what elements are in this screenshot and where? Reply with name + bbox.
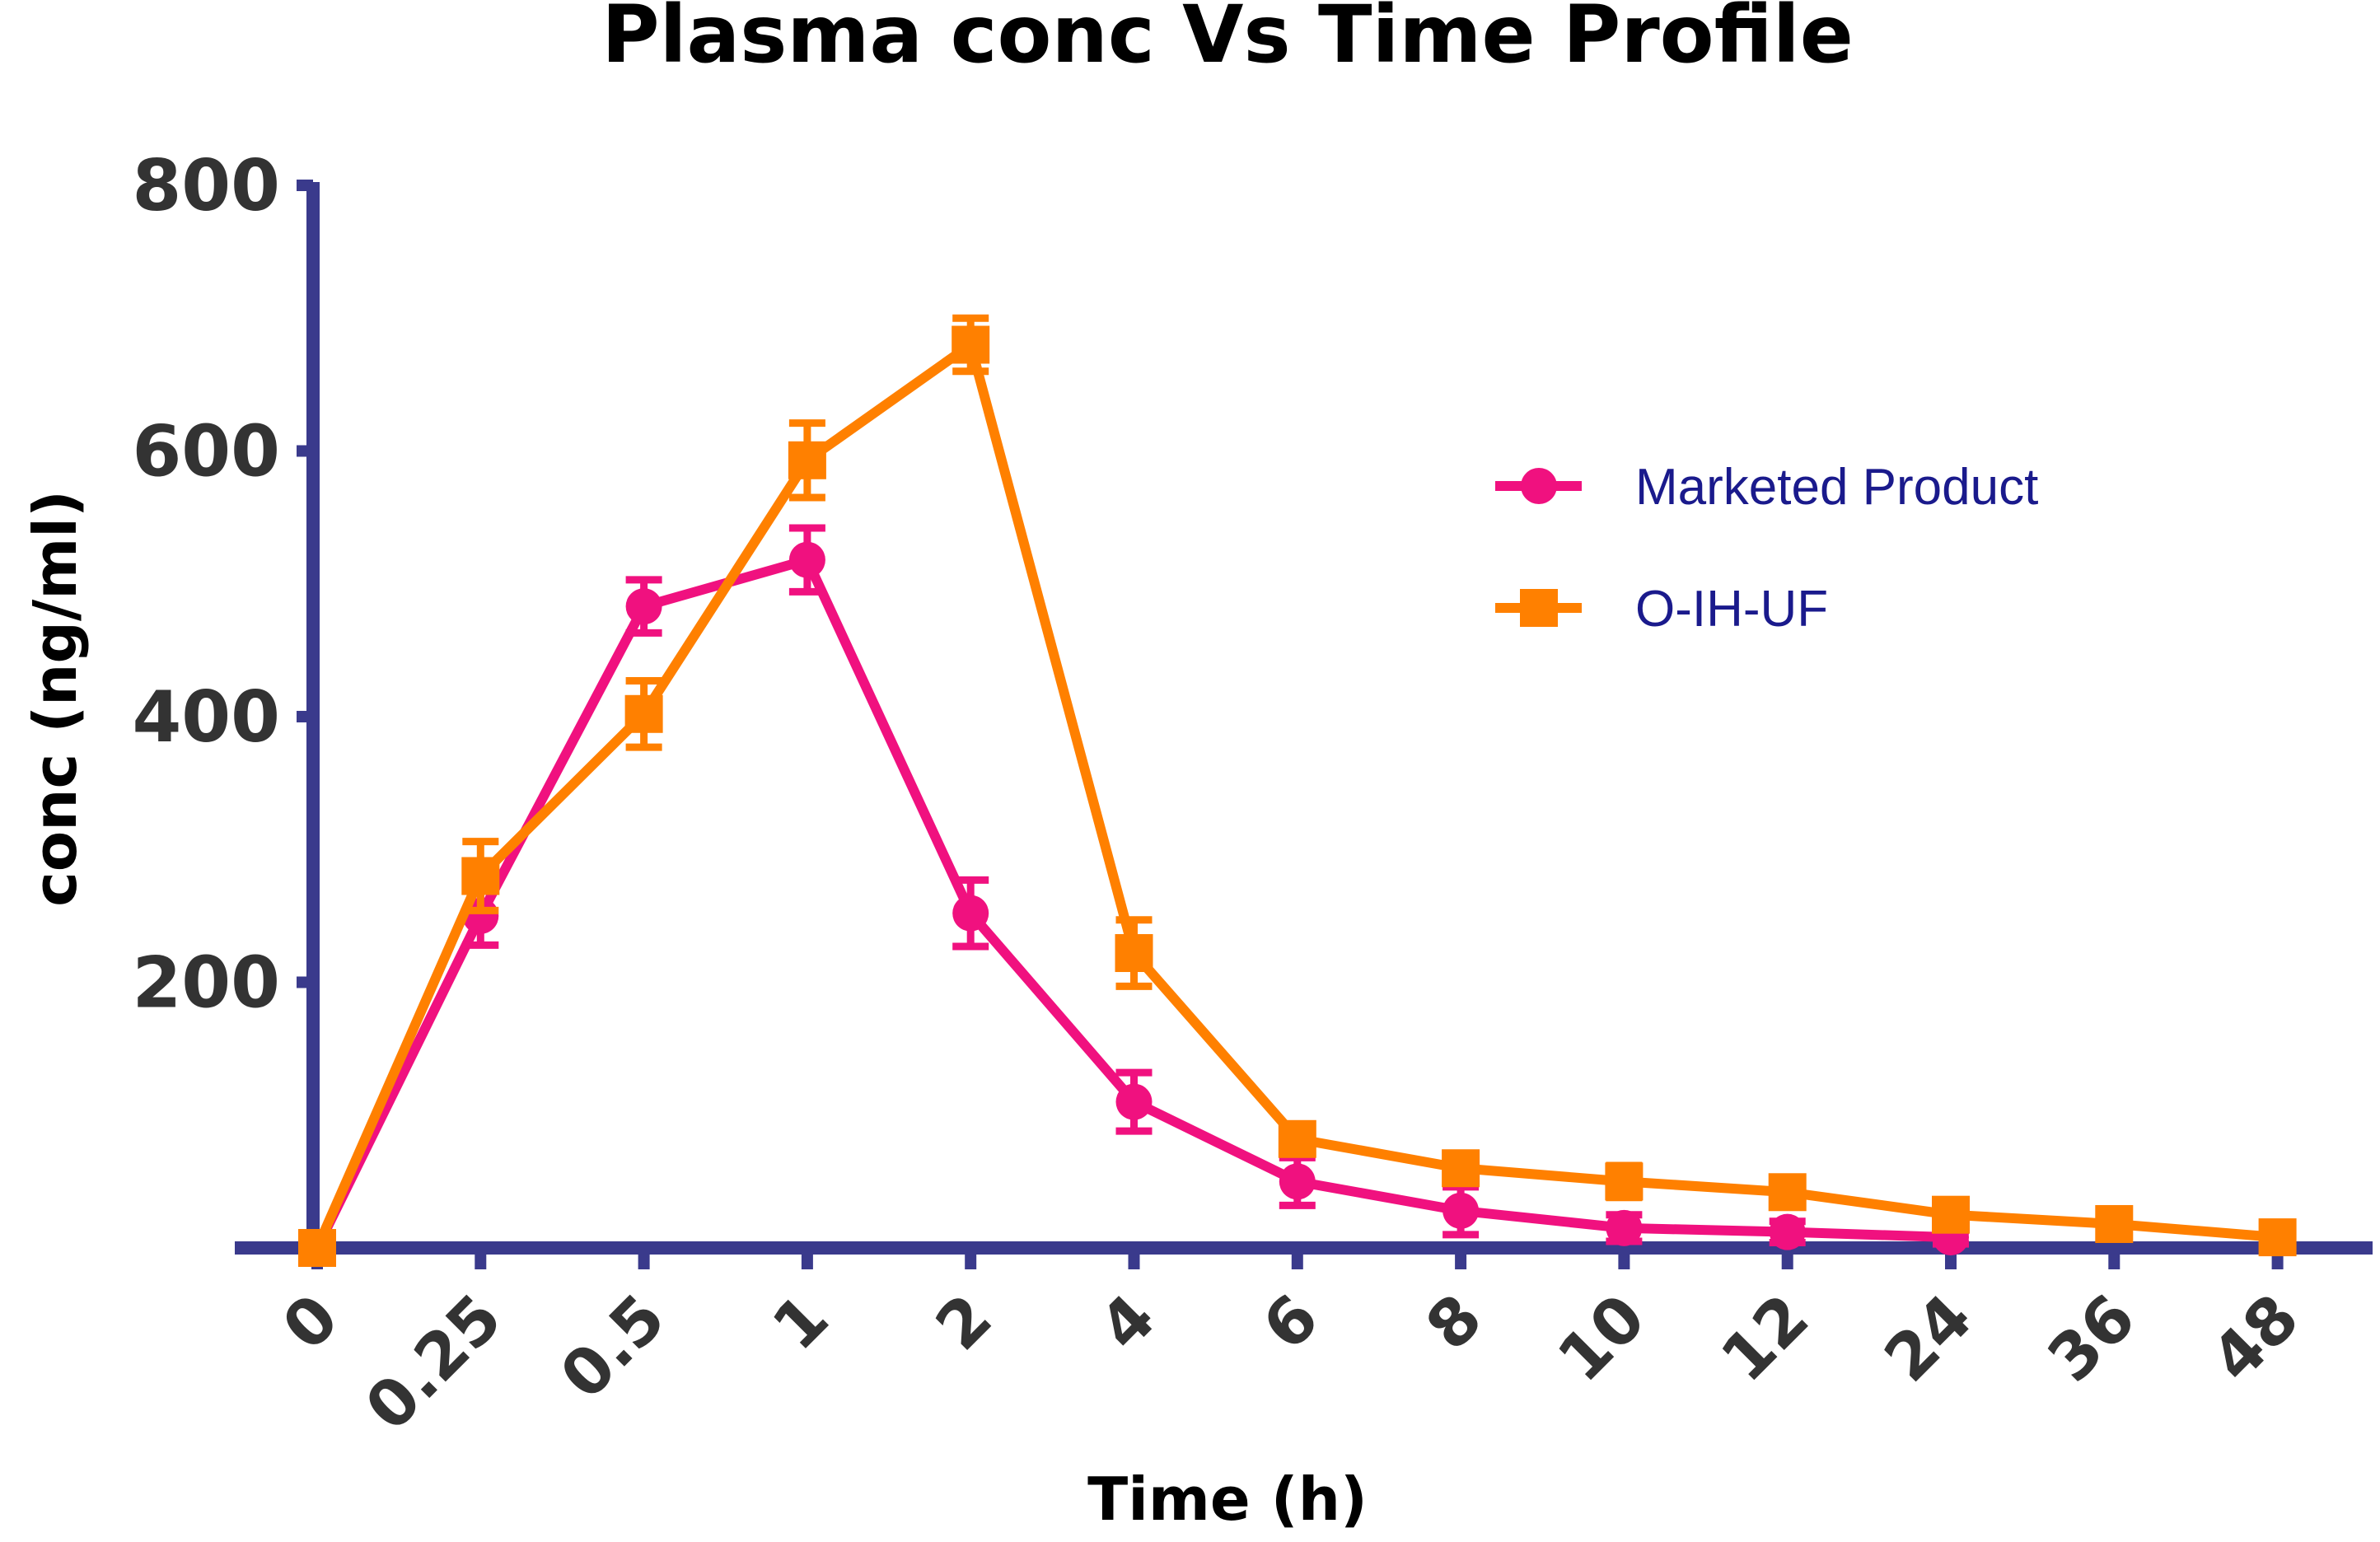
- data-point: [788, 541, 825, 578]
- legend-marker: [1520, 589, 1558, 627]
- series-layer: [298, 314, 2297, 1267]
- data-point: [625, 588, 662, 625]
- data-point: [952, 895, 989, 932]
- data-point: [1605, 1162, 1644, 1201]
- data-point: [1115, 934, 1153, 973]
- x-tick-label: 36: [2034, 1281, 2149, 1396]
- data-point: [1768, 1173, 1807, 1212]
- data-point: [952, 325, 990, 364]
- data-point: [1442, 1192, 1480, 1229]
- data-point: [1769, 1213, 1806, 1250]
- x-tick-label: 8: [1413, 1281, 1497, 1365]
- data-point: [2095, 1204, 2134, 1243]
- x-tick-label: 24: [1871, 1281, 1986, 1396]
- x-tick-label: 4: [1086, 1281, 1170, 1365]
- x-tick-label: 12: [1708, 1281, 1823, 1396]
- data-point: [1442, 1149, 1480, 1188]
- data-point: [1115, 1083, 1153, 1120]
- legend-label: Marketed Product: [1635, 459, 2038, 516]
- data-point: [1278, 1119, 1316, 1158]
- data-point: [1279, 1163, 1316, 1200]
- data-point: [1606, 1209, 1643, 1246]
- x-tick-label: 10: [1544, 1281, 1659, 1396]
- axes: [235, 182, 2373, 1255]
- y-tick-label: 800: [132, 145, 280, 227]
- x-axis-ticks: 00.25 0.5 1 2 4 6 8 10 12 24 36 48: [269, 1248, 2313, 1446]
- data-point: [298, 1229, 336, 1267]
- series-1: [299, 524, 1969, 1266]
- legend-marker: [1521, 468, 1557, 504]
- data-point: [788, 441, 826, 479]
- y-tick-label: 200: [132, 942, 280, 1025]
- x-tick-label: 48: [2198, 1281, 2313, 1396]
- series-2: [298, 314, 2297, 1267]
- data-point: [1932, 1195, 1970, 1234]
- legend: Marketed Product O-IH-UF: [1495, 459, 2038, 638]
- x-tick-label: 0: [269, 1281, 353, 1365]
- data-point: [624, 694, 663, 733]
- x-tick-label: 1: [759, 1281, 843, 1365]
- chart-title: Plasma conc Vs Time Profile: [601, 0, 1854, 81]
- series-line: [312, 554, 1952, 1250]
- x-axis-label: Time (h): [1087, 1465, 1368, 1534]
- data-point: [461, 857, 500, 895]
- x-tick-label: 0.5: [547, 1281, 680, 1414]
- x-tick-label: 6: [1249, 1281, 1333, 1365]
- x-tick-label: 0.25: [352, 1281, 517, 1446]
- y-tick-label: 400: [132, 676, 280, 759]
- x-tick-label: 2: [923, 1281, 1007, 1365]
- data-point: [2258, 1218, 2297, 1257]
- y-tick-label: 600: [132, 411, 280, 493]
- y-axis-label: conc (ng/ml): [21, 490, 90, 907]
- y-axis-ticks: 800 600 400 200: [132, 145, 313, 1025]
- legend-label: O-IH-UF: [1635, 581, 1828, 638]
